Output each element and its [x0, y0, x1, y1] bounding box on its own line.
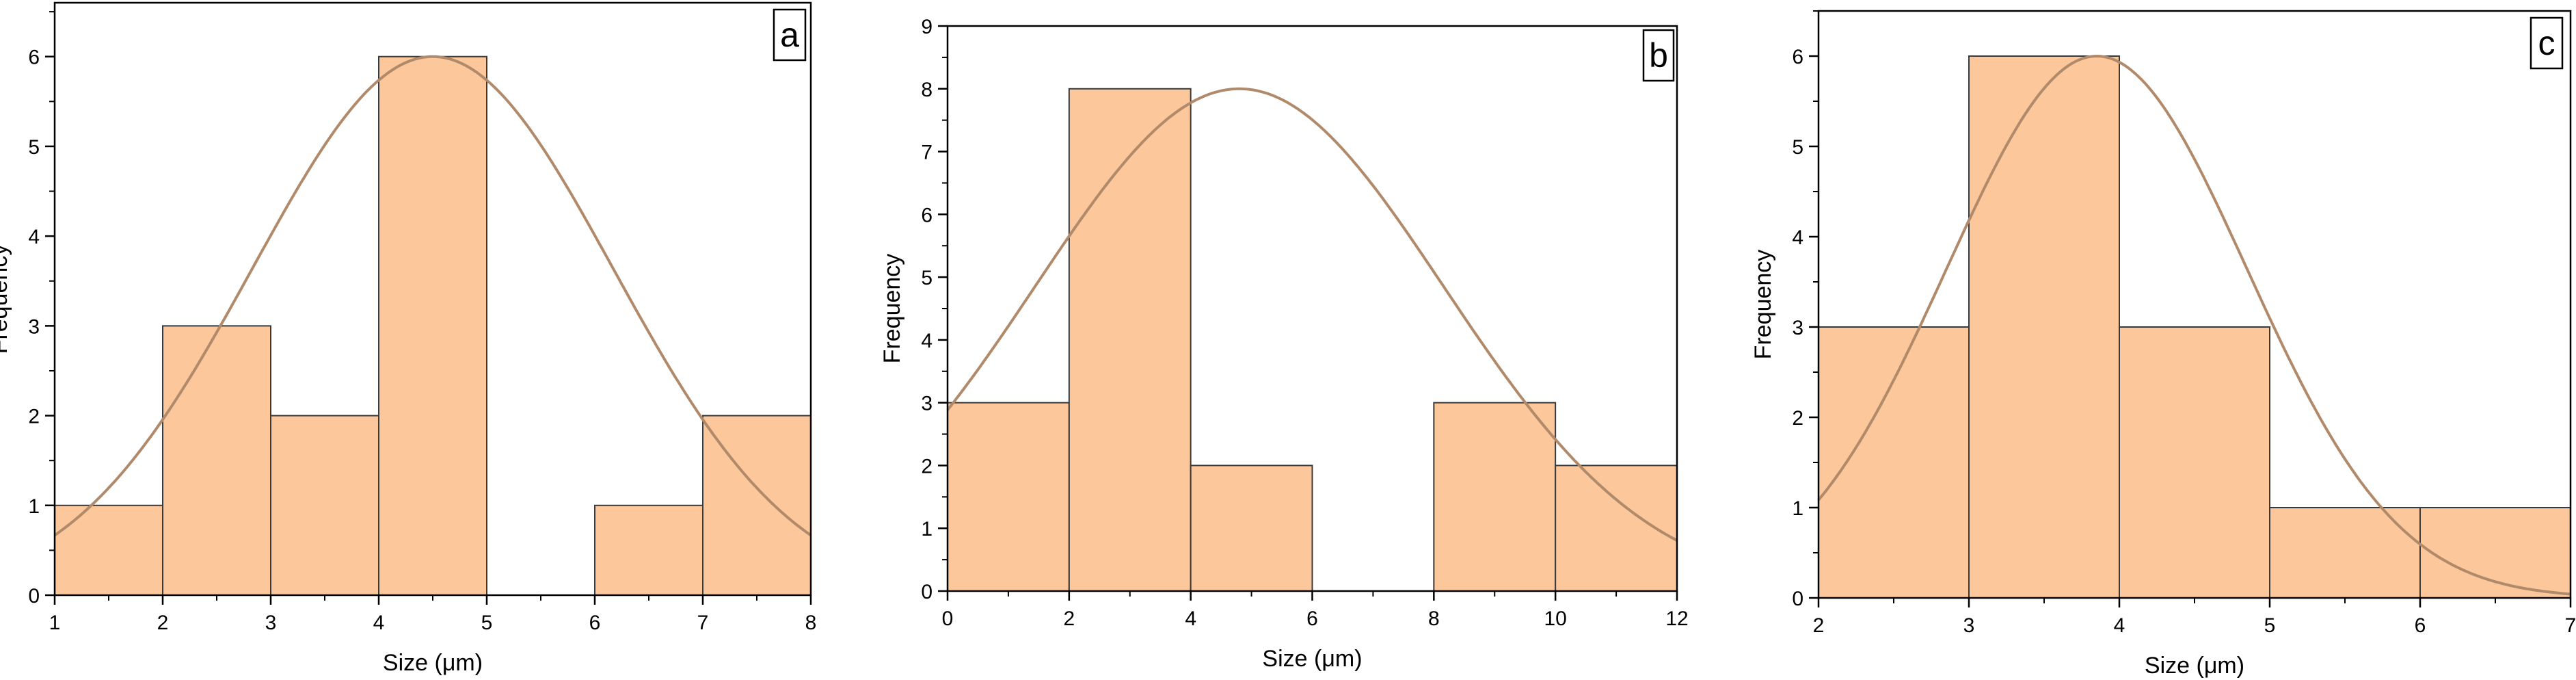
histogram-bar [378, 55, 487, 596]
x-axis-title: Size (μm) [2145, 653, 2244, 679]
y-tick-label: 5 [28, 136, 40, 159]
x-tick-label: 3 [1963, 614, 1975, 637]
y-tick-label: 2 [921, 455, 933, 478]
x-tick-label: 7 [2565, 614, 2576, 637]
histogram-bar [2419, 507, 2571, 599]
y-tick-label: 5 [1792, 136, 1803, 159]
y-axis-title: Frequency [0, 244, 12, 354]
x-tick-label: 2 [1813, 614, 1825, 637]
histogram-bar [54, 504, 163, 597]
x-tick-label: 5 [2264, 614, 2276, 637]
histogram-bar [1068, 88, 1192, 592]
x-tick-label: 4 [1185, 607, 1196, 630]
panel-label: c [2538, 24, 2555, 62]
panel-label: b [1649, 36, 1668, 75]
x-tick-label: 6 [589, 612, 601, 634]
y-tick-label: 3 [28, 315, 40, 338]
y-tick-label: 4 [28, 226, 40, 248]
y-tick-label: 6 [1792, 46, 1803, 68]
x-tick-label: 2 [1063, 607, 1075, 630]
histogram-bar [594, 504, 703, 597]
histogram-bar [2269, 507, 2421, 599]
x-tick-label: 4 [2114, 614, 2125, 637]
normal-fit-curve [946, 87, 1678, 542]
panel-label-box [2530, 16, 2564, 70]
histogram-bar [1433, 402, 1557, 592]
normal-fit-curve [53, 55, 812, 537]
histogram-bar [947, 402, 1070, 592]
x-tick-label: 2 [157, 612, 169, 634]
panel-label-box [773, 8, 807, 62]
x-tick-label: 1 [49, 612, 61, 634]
x-axis-title: Size (μm) [383, 650, 483, 676]
x-tick-label: 5 [481, 612, 493, 634]
y-tick-label: 2 [28, 406, 40, 428]
histogram-bar [1190, 465, 1313, 592]
y-tick-label: 7 [921, 142, 933, 164]
x-tick-label: 12 [1665, 607, 1688, 630]
normal-fit-curve [1817, 54, 2571, 596]
y-axis-title: Frequency [879, 254, 905, 364]
y-tick-label: 2 [1792, 407, 1803, 430]
y-tick-label: 1 [921, 518, 933, 540]
x-tick-label: 3 [265, 612, 277, 634]
x-tick-label: 6 [2415, 614, 2426, 637]
y-tick-label: 1 [1792, 497, 1803, 520]
y-tick-label: 5 [921, 267, 933, 289]
y-tick-label: 4 [921, 330, 933, 352]
y-tick-label: 8 [921, 79, 933, 101]
y-tick-label: 0 [28, 585, 40, 607]
y-tick-label: 0 [921, 581, 933, 603]
y-tick-label: 1 [28, 495, 40, 518]
x-tick-label: 6 [1306, 607, 1318, 630]
y-tick-label: 6 [28, 47, 40, 69]
histogram-bar [2119, 326, 2270, 599]
y-tick-label: 0 [1792, 588, 1803, 610]
x-axis-title: Size (μm) [1262, 646, 1362, 672]
y-tick-label: 3 [921, 393, 933, 415]
y-tick-label: 3 [1792, 317, 1803, 339]
y-tick-label: 4 [1792, 226, 1803, 249]
x-tick-label: 4 [373, 612, 385, 634]
x-tick-label: 0 [942, 607, 954, 630]
x-tick-label: 8 [805, 612, 817, 634]
y-tick-label: 6 [921, 204, 933, 226]
x-tick-label: 7 [697, 612, 709, 634]
x-tick-label: 10 [1544, 607, 1566, 630]
y-tick-label: 9 [921, 16, 933, 38]
histogram-bar [1818, 326, 1970, 599]
y-axis-title: Frequency [1750, 250, 1776, 360]
panel-label-box [1642, 29, 1675, 82]
histogram-bar [1555, 465, 1678, 592]
x-tick-label: 8 [1428, 607, 1440, 630]
histogram-panel-c: 2 3 4 5 6 7 0 1 2 3 4 5 6 Size (μm) Frequency c [1750, 10, 2576, 679]
histogram-bar [270, 415, 379, 596]
histogram-bar [1968, 55, 2120, 599]
histogram-bar [162, 325, 271, 596]
panel-label: a [780, 16, 799, 54]
